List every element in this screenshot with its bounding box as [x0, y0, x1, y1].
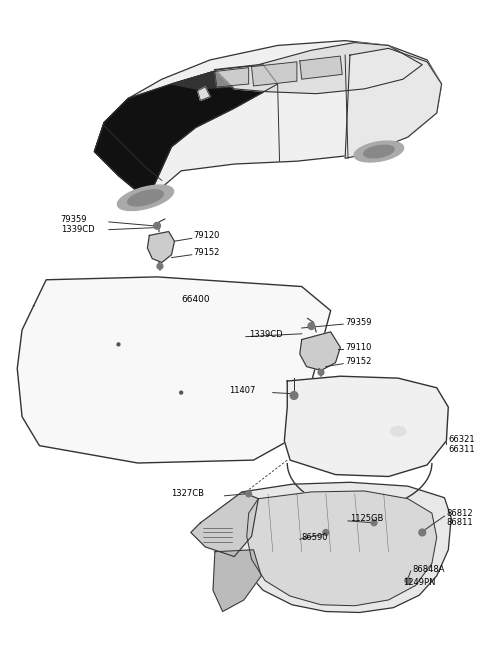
Circle shape [117, 343, 120, 346]
Text: 79152: 79152 [194, 248, 220, 257]
Text: 79359: 79359 [345, 318, 372, 327]
Text: 1327CB: 1327CB [171, 489, 204, 499]
Text: 86848A: 86848A [413, 565, 445, 573]
Polygon shape [300, 56, 342, 79]
Circle shape [371, 520, 377, 525]
Polygon shape [95, 65, 277, 199]
Polygon shape [345, 49, 442, 158]
Polygon shape [17, 277, 331, 463]
Text: 86590: 86590 [302, 533, 328, 542]
Ellipse shape [354, 141, 404, 162]
Circle shape [246, 491, 252, 497]
Polygon shape [284, 377, 448, 476]
Polygon shape [215, 43, 422, 94]
Polygon shape [191, 492, 258, 556]
Text: 66400: 66400 [181, 295, 210, 304]
Circle shape [154, 222, 160, 229]
Ellipse shape [390, 426, 406, 436]
Circle shape [323, 529, 329, 535]
Text: 79120: 79120 [194, 231, 220, 240]
Polygon shape [247, 491, 437, 605]
Polygon shape [147, 232, 174, 262]
Text: 86812: 86812 [446, 508, 473, 518]
Circle shape [308, 323, 315, 329]
Polygon shape [234, 482, 451, 613]
Text: 1125GB: 1125GB [350, 514, 384, 523]
Polygon shape [252, 62, 297, 86]
Text: 79110: 79110 [345, 343, 372, 352]
Ellipse shape [118, 185, 174, 211]
Circle shape [180, 391, 182, 394]
Text: 79359: 79359 [60, 215, 87, 224]
Circle shape [318, 369, 324, 375]
Ellipse shape [128, 190, 163, 206]
Circle shape [419, 529, 426, 536]
Ellipse shape [364, 145, 394, 158]
Text: 66321: 66321 [448, 436, 475, 444]
Polygon shape [198, 87, 210, 100]
Polygon shape [300, 332, 340, 371]
Text: 1339CD: 1339CD [249, 330, 282, 339]
Circle shape [405, 578, 411, 584]
Polygon shape [171, 67, 273, 89]
Text: 11407: 11407 [229, 386, 256, 395]
Text: 1249PN: 1249PN [403, 578, 435, 587]
Circle shape [157, 264, 163, 269]
Polygon shape [95, 41, 442, 199]
Text: 1339CD: 1339CD [60, 225, 94, 234]
Text: 79152: 79152 [345, 358, 372, 366]
Polygon shape [215, 68, 249, 87]
Text: 66311: 66311 [448, 445, 475, 454]
Text: 86811: 86811 [446, 518, 473, 527]
Polygon shape [213, 550, 261, 611]
Circle shape [290, 392, 298, 400]
